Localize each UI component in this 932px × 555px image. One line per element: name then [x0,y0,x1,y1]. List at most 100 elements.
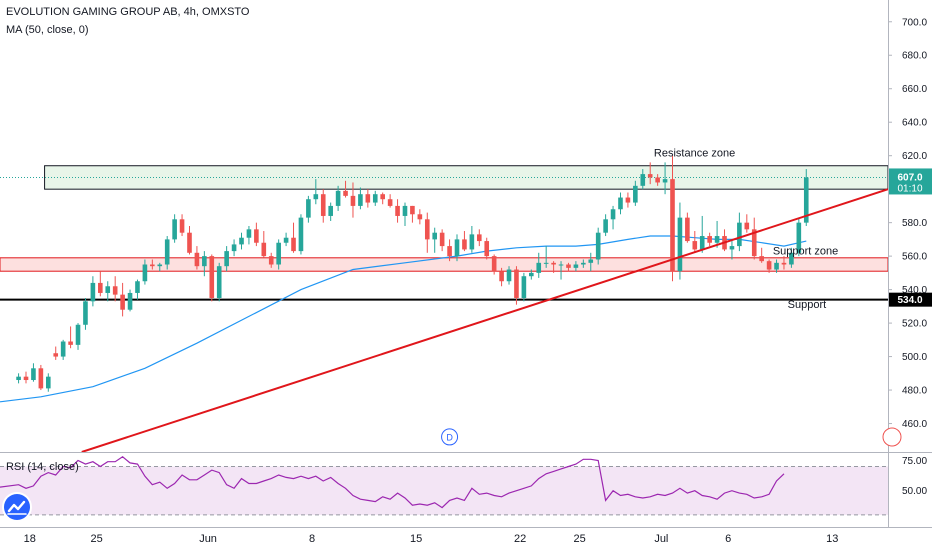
candle [380,192,385,205]
candle-body [38,368,44,389]
time-tick-label: 22 [514,533,526,545]
candle-body [380,194,385,200]
candle-body [499,271,504,282]
candle [335,185,341,211]
candle [558,261,564,280]
candle-body [402,205,408,216]
candle-body [45,376,51,389]
candle-body [640,174,646,186]
candle [722,229,727,252]
candle [536,252,542,278]
trend-line [81,188,888,452]
candle [610,205,616,230]
candle-body [135,281,140,293]
support-label: Support [788,299,827,311]
candle-body [699,236,705,250]
rsi-band [0,466,888,515]
candle [224,246,229,272]
candle [350,182,356,218]
candle-body [744,222,750,230]
candle [424,212,430,253]
candle-body [179,219,185,233]
candle [231,239,237,257]
candle-body [16,376,21,381]
candle [320,189,326,223]
last-price-tag [889,168,932,195]
candle [23,371,29,384]
candle-body [150,264,155,267]
candle [172,214,177,243]
candle-body [714,236,720,243]
candle-body [484,241,490,257]
time-tick-label: 15 [410,533,422,545]
candle [514,266,519,305]
last-price-countdown: 01:10 [897,183,922,194]
time-tick-label: 25 [90,533,102,545]
candle-body [655,177,660,183]
candle-body [365,194,371,203]
ma-indicator-label[interactable]: MA (50, close, 0) [6,24,89,36]
candle-body [633,185,638,203]
candle-body [335,190,341,206]
candle [588,252,594,272]
candle-body [469,234,475,250]
candle [142,259,148,285]
candle [120,282,125,317]
candle-body [774,262,779,270]
event-marker [882,427,902,447]
candle-body [98,282,103,293]
candle [53,346,59,360]
candle-body [796,222,802,253]
candle-body [83,301,88,325]
candle [774,259,779,273]
candle [506,266,512,285]
price-tick-label: 480.0 [902,386,927,397]
time-tick-label: Jul [654,533,668,545]
candle-body [268,256,274,265]
tradingview-logo-icon[interactable] [4,494,30,520]
candle [75,323,81,350]
candle-body [759,256,764,262]
candle-body [551,262,556,265]
candle [499,267,504,287]
candle [16,373,21,384]
candle [387,194,393,208]
rsi-line [0,456,785,509]
resistance-zone-label: Resistance zone [654,148,735,160]
candle [417,209,423,225]
candle [751,217,757,260]
candle [135,279,140,300]
candle [781,256,787,270]
support-zone-label: Support zone [773,245,838,257]
time-tick-label: 6 [725,533,731,545]
candle-body [595,232,601,260]
time-tick-label: 25 [573,533,585,545]
candle-body [216,266,222,298]
candle-body [276,242,281,265]
candle [581,259,586,268]
candle [521,272,527,302]
candle-body [543,262,549,264]
candle [31,363,36,382]
rsi-indicator-label[interactable]: RSI (14, close) [6,461,79,473]
candle [677,202,683,280]
candle-body [209,256,215,298]
candle-body [610,209,616,220]
rsi-pane [0,456,888,516]
candle-body [112,286,118,295]
candle-body [603,219,608,233]
candle [254,222,259,247]
candle [90,276,96,307]
candle [476,229,482,247]
price-tick-label: 560.0 [902,252,927,263]
candle-body [105,286,111,293]
candle-body [781,262,787,265]
price-tick-label: 460.0 [902,419,927,430]
candle [372,190,378,206]
candle [692,231,698,253]
candle [551,261,556,273]
candle [454,234,460,262]
candle-body [647,174,653,178]
candle-body [521,276,527,298]
